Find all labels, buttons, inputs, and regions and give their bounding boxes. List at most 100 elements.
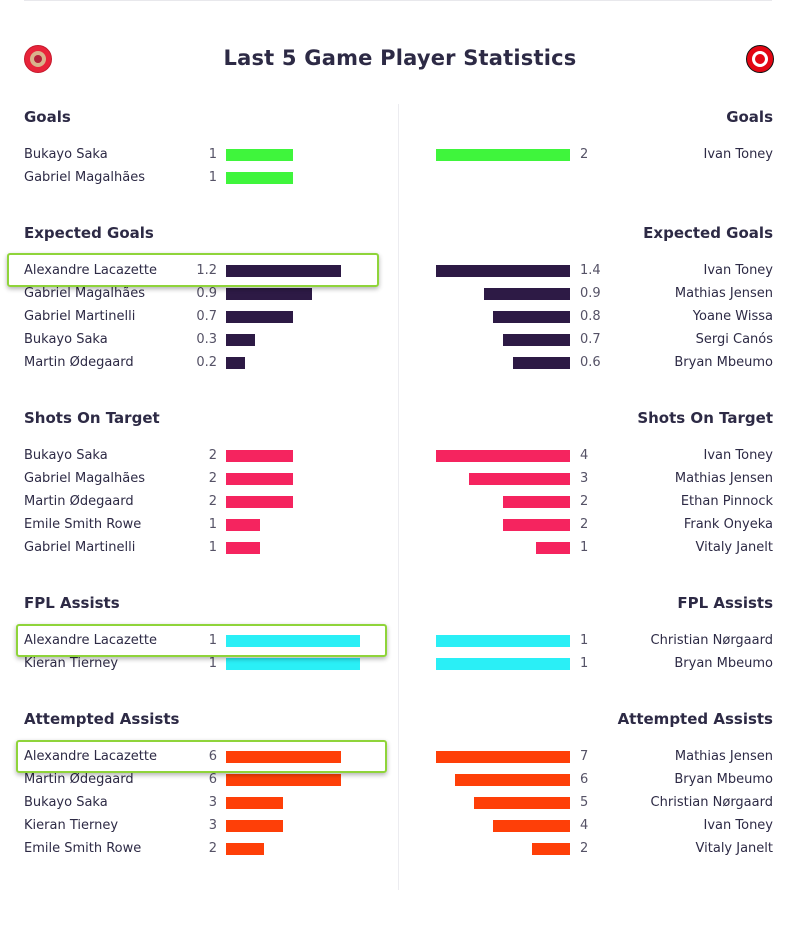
data-label: 0.8 — [580, 309, 601, 324]
bar — [226, 774, 341, 786]
player-name: Bukayo Saka — [24, 332, 108, 347]
data-label: 0.6 — [580, 355, 601, 370]
bar — [226, 797, 283, 809]
bar — [532, 843, 570, 855]
bar — [436, 265, 570, 277]
bar — [436, 635, 570, 647]
data-label: 2 — [208, 471, 217, 486]
data-label: 6 — [208, 772, 217, 787]
data-label: 0.7 — [580, 332, 601, 347]
data-label: 0.3 — [196, 332, 217, 347]
player-name: Bryan Mbeumo — [674, 355, 773, 370]
bar — [503, 334, 570, 346]
section-title-shots-on-target-away: Shots On Target — [637, 409, 773, 427]
section-title-fpl-assists-away: FPL Assists — [677, 594, 773, 612]
player-name: Martin Ødegaard — [24, 772, 134, 787]
bar — [513, 357, 570, 369]
player-name: Frank Onyeka — [683, 517, 773, 532]
bar — [493, 311, 570, 323]
bar — [484, 288, 570, 300]
data-label: 6 — [208, 749, 217, 764]
section-title-expected-goals-away: Expected Goals — [643, 224, 773, 242]
data-label: 1 — [580, 656, 589, 671]
data-label: 3 — [208, 818, 217, 833]
data-label: 2 — [580, 494, 589, 509]
data-label: 1 — [208, 540, 217, 555]
player-name: Gabriel Martinelli — [24, 309, 136, 324]
section-title-goals-home: Goals — [24, 108, 71, 126]
data-label: 3 — [208, 795, 217, 810]
player-name: Gabriel Magalhães — [24, 286, 145, 301]
highlight-box-fpl-assists — [16, 624, 387, 657]
player-name: Martin Ødegaard — [24, 494, 134, 509]
player-name: Ivan Toney — [703, 147, 773, 162]
data-label: 2 — [208, 494, 217, 509]
data-label: 2 — [208, 448, 217, 463]
data-label: 4 — [580, 818, 589, 833]
bar — [436, 658, 570, 670]
data-label: 3 — [580, 471, 589, 486]
bar — [226, 172, 293, 184]
bar — [226, 265, 341, 277]
center-divider — [398, 104, 399, 890]
section-title-attempted-assists-home: Attempted Assists — [24, 710, 180, 728]
top-divider — [24, 0, 772, 1]
data-label: 1 — [208, 170, 217, 185]
player-name: Ivan Toney — [703, 448, 773, 463]
player-name: Gabriel Martinelli — [24, 540, 136, 555]
player-name: Bryan Mbeumo — [674, 772, 773, 787]
bar — [503, 519, 570, 531]
data-label: 7 — [580, 749, 589, 764]
player-name: Bryan Mbeumo — [674, 656, 773, 671]
player-name: Alexandre Lacazette — [24, 749, 157, 764]
player-name: Mathias Jensen — [674, 286, 773, 301]
bar — [226, 635, 360, 647]
bar — [455, 774, 570, 786]
data-label: 1.4 — [580, 263, 601, 278]
bar — [226, 473, 293, 485]
player-name: Bukayo Saka — [24, 147, 108, 162]
data-label: 1 — [208, 147, 217, 162]
player-name: Yoane Wissa — [692, 309, 773, 324]
player-name: Christian Nørgaard — [650, 795, 773, 810]
player-name: Mathias Jensen — [674, 749, 773, 764]
section-title-expected-goals-home: Expected Goals — [24, 224, 154, 242]
player-name: Bukayo Saka — [24, 795, 108, 810]
bar — [469, 473, 570, 485]
bar — [226, 311, 293, 323]
page-title: Last 5 Game Player Statistics — [223, 46, 577, 70]
section-title-shots-on-target-home: Shots On Target — [24, 409, 160, 427]
player-name: Mathias Jensen — [674, 471, 773, 486]
player-name: Vitaly Janelt — [695, 841, 773, 856]
data-label: 1 — [580, 633, 589, 648]
player-name: Emile Smith Rowe — [24, 517, 142, 532]
arsenal-crest-icon — [24, 45, 52, 73]
player-name: Alexandre Lacazette — [24, 263, 157, 278]
player-name: Martin Ødegaard — [24, 355, 134, 370]
data-label: 1.2 — [196, 263, 217, 278]
data-label: 1 — [208, 517, 217, 532]
highlight-box-expected-goals — [7, 253, 379, 287]
player-name: Ivan Toney — [703, 818, 773, 833]
data-label: 6 — [580, 772, 589, 787]
player-name: Bukayo Saka — [24, 448, 108, 463]
data-label: 2 — [208, 841, 217, 856]
player-name: Alexandre Lacazette — [24, 633, 157, 648]
bar — [226, 658, 360, 670]
player-name: Ethan Pinnock — [680, 494, 773, 509]
bar — [474, 797, 570, 809]
data-label: 1 — [580, 540, 589, 555]
bar — [226, 820, 283, 832]
bar — [226, 450, 293, 462]
bar — [226, 149, 293, 161]
data-label: 4 — [580, 448, 589, 463]
bar — [436, 450, 570, 462]
player-name: Christian Nørgaard — [650, 633, 773, 648]
data-label: 2 — [580, 841, 589, 856]
bar — [536, 542, 570, 554]
bar — [226, 542, 260, 554]
player-name: Gabriel Magalhães — [24, 170, 145, 185]
bar — [226, 288, 312, 300]
section-title-attempted-assists-away: Attempted Assists — [617, 710, 773, 728]
data-label: 0.9 — [196, 286, 217, 301]
